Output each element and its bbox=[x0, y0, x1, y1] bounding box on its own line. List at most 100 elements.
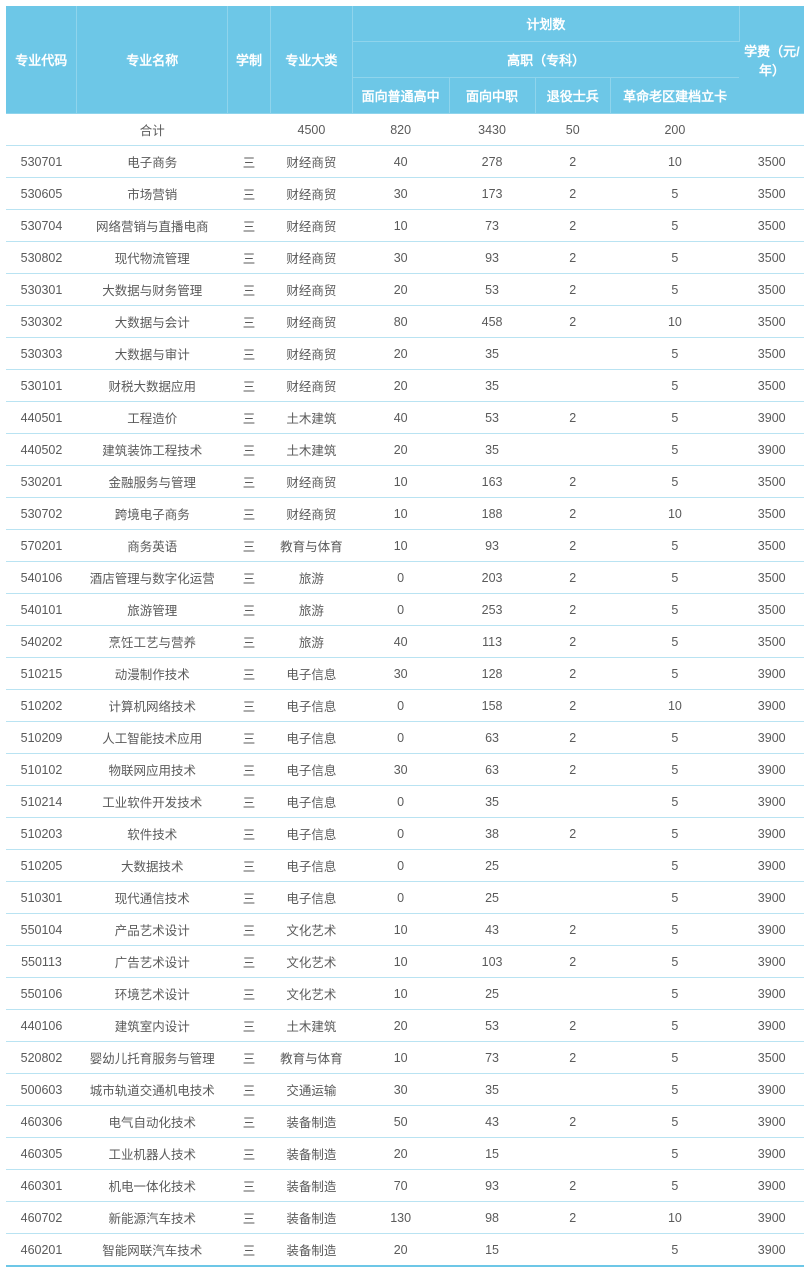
cell-code: 530702 bbox=[6, 498, 77, 530]
cell-gs: 20 bbox=[352, 434, 449, 466]
cell-gs: 30 bbox=[352, 242, 449, 274]
cell-sb: 2 bbox=[535, 754, 610, 786]
cell-zz: 278 bbox=[449, 146, 535, 178]
cell-sb: 2 bbox=[535, 530, 610, 562]
table-row: 460305工业机器人技术三装备制造201553900 bbox=[6, 1138, 804, 1170]
table-row: 510203软件技术三电子信息038253900 bbox=[6, 818, 804, 850]
cell-name: 财税大数据应用 bbox=[77, 370, 228, 402]
cell-zz: 188 bbox=[449, 498, 535, 530]
cell-code: 530701 bbox=[6, 146, 77, 178]
cell-zz: 35 bbox=[449, 434, 535, 466]
cell-sb: 2 bbox=[535, 466, 610, 498]
cell-gs: 130 bbox=[352, 1202, 449, 1234]
cell-code: 530302 bbox=[6, 306, 77, 338]
cell-fee: 3500 bbox=[739, 626, 804, 658]
cell-zz: 25 bbox=[449, 850, 535, 882]
cell-name: 大数据与财务管理 bbox=[77, 274, 228, 306]
cell-name: 工业机器人技术 bbox=[77, 1138, 228, 1170]
cell-cat: 电子信息 bbox=[271, 690, 353, 722]
cell-gm: 5 bbox=[610, 402, 739, 434]
cell-name: 旅游管理 bbox=[77, 594, 228, 626]
cell-sb bbox=[535, 434, 610, 466]
cell-cat: 财经商贸 bbox=[271, 370, 353, 402]
cell-gs: 40 bbox=[352, 626, 449, 658]
cell-cat: 电子信息 bbox=[271, 658, 353, 690]
cell-sb: 2 bbox=[535, 178, 610, 210]
table-row: 540106酒店管理与数字化运营三旅游0203253500 bbox=[6, 562, 804, 594]
cell-gs: 10 bbox=[352, 210, 449, 242]
cell-sb bbox=[535, 1074, 610, 1106]
cell-sb: 2 bbox=[535, 818, 610, 850]
cell-gm: 5 bbox=[610, 882, 739, 914]
cell-sb: 2 bbox=[535, 722, 610, 754]
cell-code: 540202 bbox=[6, 626, 77, 658]
table-row: 540202烹饪工艺与营养三旅游40113253500 bbox=[6, 626, 804, 658]
cell-sb: 2 bbox=[535, 146, 610, 178]
cell-sys: 三 bbox=[228, 434, 271, 466]
cell-gm: 5 bbox=[610, 1074, 739, 1106]
cell-zz: 53 bbox=[449, 274, 535, 306]
cell-zz: 35 bbox=[449, 786, 535, 818]
cell-gs: 10 bbox=[352, 1042, 449, 1074]
cell-sys: 三 bbox=[228, 722, 271, 754]
table-row: 500603城市轨道交通机电技术三交通运输303553900 bbox=[6, 1074, 804, 1106]
cell-name: 大数据与审计 bbox=[77, 338, 228, 370]
cell-code: 440106 bbox=[6, 1010, 77, 1042]
cell-sb: 2 bbox=[535, 1202, 610, 1234]
col-sb: 退役士兵 bbox=[535, 78, 610, 114]
cell-sb: 2 bbox=[535, 306, 610, 338]
table-row: 530702跨境电子商务三财经商贸101882103500 bbox=[6, 498, 804, 530]
col-plan-group: 计划数 bbox=[352, 6, 739, 42]
cell-cat: 旅游 bbox=[271, 594, 353, 626]
cell-gm: 5 bbox=[610, 722, 739, 754]
cell-fee: 3900 bbox=[739, 946, 804, 978]
col-code: 专业代码 bbox=[6, 6, 77, 114]
cell-fee: 3500 bbox=[739, 274, 804, 306]
cell-gs: 10 bbox=[352, 530, 449, 562]
cell-code: 510205 bbox=[6, 850, 77, 882]
cell-zz: 173 bbox=[449, 178, 535, 210]
cell-gm: 5 bbox=[610, 786, 739, 818]
col-zz: 面向中职 bbox=[449, 78, 535, 114]
cell-zz: 15 bbox=[449, 1138, 535, 1170]
cell-gs: 20 bbox=[352, 1138, 449, 1170]
cell-code: 440502 bbox=[6, 434, 77, 466]
cell-sys: 三 bbox=[228, 402, 271, 434]
cell-name: 金融服务与管理 bbox=[77, 466, 228, 498]
cell-gm: 5 bbox=[610, 562, 739, 594]
cell-fee: 3500 bbox=[739, 242, 804, 274]
cell-name: 婴幼儿托育服务与管理 bbox=[77, 1042, 228, 1074]
cell-sys: 三 bbox=[228, 978, 271, 1010]
cell: 合计 bbox=[77, 114, 228, 146]
cell-sys: 三 bbox=[228, 242, 271, 274]
cell-fee: 3900 bbox=[739, 1202, 804, 1234]
cell-zz: 25 bbox=[449, 978, 535, 1010]
cell-cat: 土木建筑 bbox=[271, 434, 353, 466]
cell-sb: 2 bbox=[535, 498, 610, 530]
cell-name: 人工智能技术应用 bbox=[77, 722, 228, 754]
cell-code: 530101 bbox=[6, 370, 77, 402]
cell-name: 机电一体化技术 bbox=[77, 1170, 228, 1202]
table-row: 440502建筑装饰工程技术三土木建筑203553900 bbox=[6, 434, 804, 466]
cell-name: 广告艺术设计 bbox=[77, 946, 228, 978]
cell-name: 工业软件开发技术 bbox=[77, 786, 228, 818]
cell-zz: 53 bbox=[449, 402, 535, 434]
cell-fee: 3500 bbox=[739, 338, 804, 370]
cell-code: 530605 bbox=[6, 178, 77, 210]
cell-sys: 三 bbox=[228, 178, 271, 210]
cell-sys: 三 bbox=[228, 850, 271, 882]
table-row: 510215动漫制作技术三电子信息30128253900 bbox=[6, 658, 804, 690]
admissions-plan-table: 专业代码 专业名称 学制 专业大类 计划数 学费（元/年） 高职（专科） 面向普… bbox=[6, 6, 804, 1267]
cell-gm: 5 bbox=[610, 242, 739, 274]
cell-gm: 5 bbox=[610, 1234, 739, 1267]
cell-code: 510102 bbox=[6, 754, 77, 786]
col-plan-sub: 高职（专科） bbox=[352, 42, 739, 78]
cell-sb: 2 bbox=[535, 1106, 610, 1138]
cell-name: 智能网联汽车技术 bbox=[77, 1234, 228, 1267]
table-row-total: 合计4500820343050200 bbox=[6, 114, 804, 146]
cell-fee: 3900 bbox=[739, 914, 804, 946]
cell-code: 550104 bbox=[6, 914, 77, 946]
cell-code: 550106 bbox=[6, 978, 77, 1010]
cell-sys: 三 bbox=[228, 498, 271, 530]
cell-cat: 财经商贸 bbox=[271, 306, 353, 338]
